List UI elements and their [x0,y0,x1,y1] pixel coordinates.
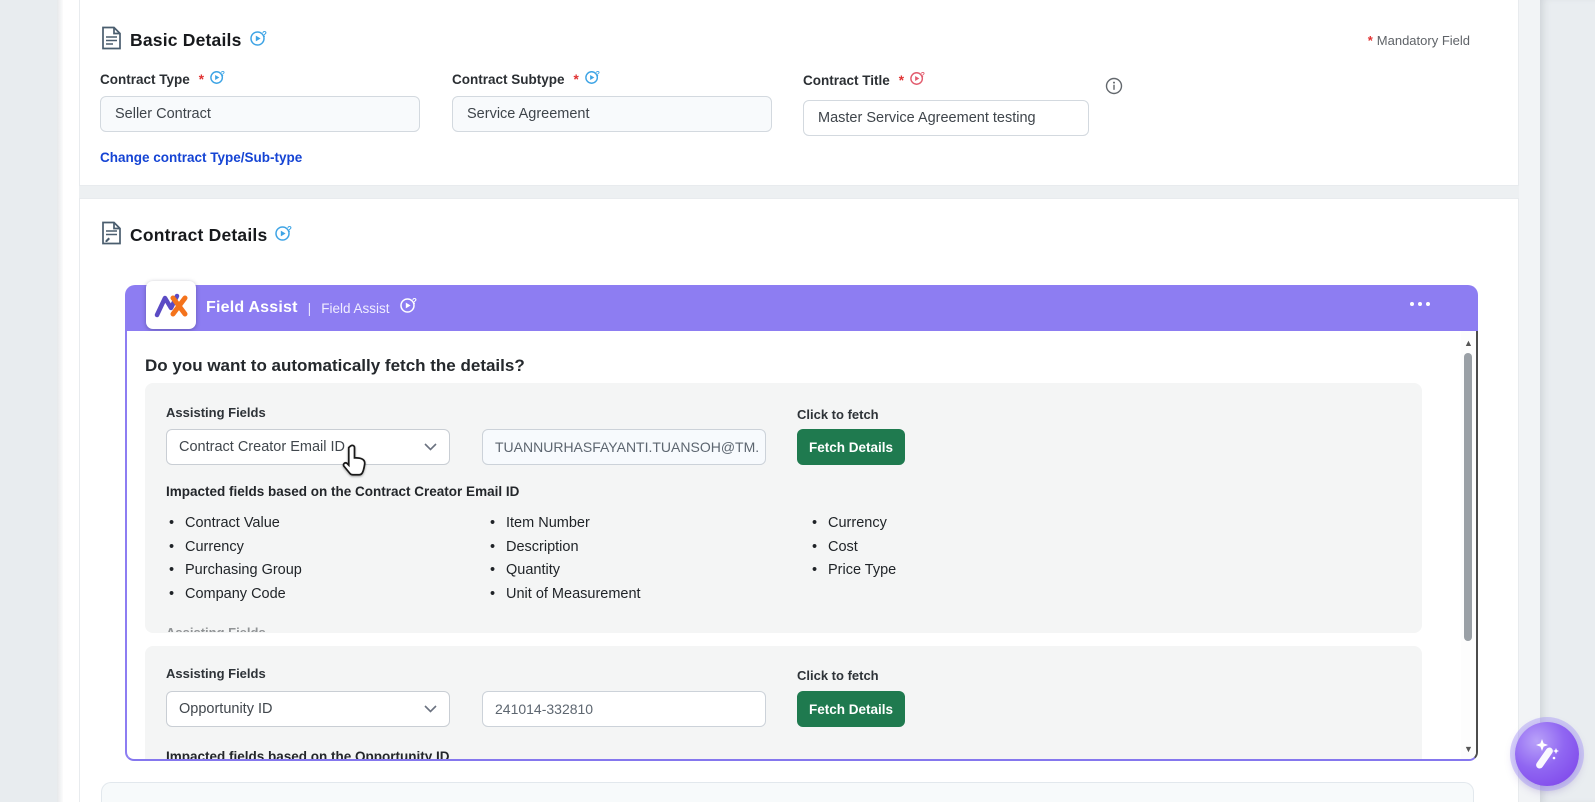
svg-text:?: ? [921,72,925,79]
assisting-fields-label: Assisting Fields [166,666,266,681]
list-item: Purchasing Group [169,559,302,583]
field-assist-scrollbar[interactable]: ▲ ▼ [1461,331,1476,759]
next-section-panel [101,782,1474,802]
field-assist-subtitle: Field Assist [321,300,390,316]
svg-text:?: ? [287,225,292,234]
mandatory-asterisk: * [1367,33,1373,48]
ai-assistant-wand-button[interactable] [1515,722,1579,786]
svg-text:?: ? [262,30,267,39]
field-assist-title: Field Assist [206,299,298,316]
contract-details-title: Contract Details [130,225,268,245]
list-item: Quantity [490,559,641,583]
assisting-field-dropdown[interactable]: Contract Creator Email ID [166,429,450,465]
info-icon[interactable] [1105,77,1123,100]
right-gutter-outer [1540,0,1595,802]
field-assist-body: Do you want to automatically fetch the d… [125,331,1478,761]
required-asterisk: * [198,71,205,87]
list-item: Currency [169,536,302,560]
document-icon [101,26,122,55]
chevron-down-icon [424,439,437,455]
contract-type-label: Contract Type * ? [100,70,225,88]
right-gutter-inner [1519,0,1540,802]
click-to-fetch-label: Click to fetch [797,407,879,422]
help-play-icon-white[interactable]: ? [399,297,417,319]
scroll-up-arrow[interactable]: ▲ [1464,338,1473,348]
card-separator [79,186,1519,198]
impacted-fields-column-3: Currency Cost Price Type [812,512,896,583]
mandatory-field-note: * Mandatory Field [1368,33,1470,48]
assisting-field-value-input[interactable]: 241014-332810 [482,691,766,727]
list-item: Currency [812,512,896,536]
help-play-icon[interactable]: ? [275,225,292,247]
svg-text:?: ? [412,297,417,306]
assist-section-contract-creator: Assisting Fields Contract Creator Email … [145,383,1422,633]
document-edit-icon [101,221,122,250]
fetch-question-heading: Do you want to automatically fetch the d… [145,356,525,375]
field-assist-panel: Field Assist | Field Assist ? Do you wan… [125,281,1478,761]
help-play-icon[interactable]: ? [249,30,267,52]
list-item: Contract Value [169,512,302,536]
required-asterisk: * [573,71,579,87]
assisting-field-dropdown[interactable]: Opportunity ID [166,691,450,727]
list-item: Description [490,536,641,560]
help-play-icon[interactable]: ? [210,70,225,88]
assist-section-opportunity: Assisting Fields Opportunity ID 241014-3… [145,646,1422,761]
impacted-fields-title: Impacted fields based on the Opportunity… [166,749,450,761]
list-item: Item Number [490,512,641,536]
left-gutter [0,0,57,802]
impacted-fields-title: Impacted fields based on the Contract Cr… [166,484,520,499]
assisting-fields-label: Assisting Fields [166,405,266,420]
basic-details-card: Basic Details ? * Mandatory Field Contrac… [79,0,1519,186]
left-gutter-shadow [57,0,64,802]
contract-details-card: Contract Details ? [79,198,1519,802]
list-item: Price Type [812,559,896,583]
contract-type-input[interactable]: Seller Contract [100,96,420,132]
list-item: Cost [812,536,896,560]
more-options-icon[interactable] [1410,302,1430,306]
required-asterisk: * [898,72,905,88]
assisting-field-value-input[interactable]: TUANNURHASFAYANTI.TUANSOH@TM. [482,429,766,465]
click-to-fetch-label: Click to fetch [797,668,879,683]
title-divider: | [307,300,312,316]
contract-title-label: Contract Title * ? [803,71,925,89]
basic-details-title: Basic Details [130,30,242,50]
field-assist-logo [146,281,196,329]
fetch-details-button[interactable]: Fetch Details [797,691,905,727]
contract-title-input[interactable]: Master Service Agreement testing [803,100,1089,136]
svg-text:?: ? [595,71,599,78]
help-play-icon-red[interactable]: ? [910,71,925,89]
clipped-assisting-fields-label: Assisting Fields [166,625,266,632]
magic-wand-icon [1536,739,1559,769]
contract-subtype-label: Contract Subtype * ? [452,70,600,88]
list-item: Company Code [169,583,302,607]
scrollbar-thumb[interactable] [1464,353,1472,641]
field-assist-header: Field Assist | Field Assist ? [125,281,1478,331]
chevron-down-icon [424,701,437,717]
svg-text:?: ? [221,71,225,78]
change-contract-type-link[interactable]: Change contract Type/Sub-type [100,150,303,165]
help-play-icon[interactable]: ? [584,70,600,88]
scroll-down-arrow[interactable]: ▼ [1464,744,1473,754]
contract-subtype-input[interactable]: Service Agreement [452,96,772,132]
list-item: Unit of Measurement [490,583,641,607]
fetch-details-button[interactable]: Fetch Details [797,429,905,465]
impacted-fields-column-1: Contract Value Currency Purchasing Group… [169,512,302,606]
impacted-fields-column-2: Item Number Description Quantity Unit of… [490,512,641,606]
mandatory-label: Mandatory Field [1376,33,1470,48]
